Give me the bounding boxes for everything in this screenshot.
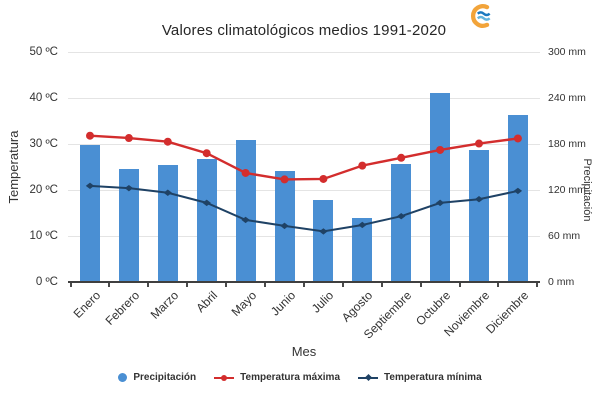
x-axis-tick (380, 283, 383, 287)
x-tick-label-abril: Abril (192, 288, 220, 316)
point-temperatura-maxima-agosto[interactable] (358, 161, 367, 170)
point-temperatura-maxima-noviembre[interactable] (475, 139, 483, 148)
bar-julio[interactable] (313, 199, 334, 282)
point-temperatura-minima-febrero[interactable] (124, 184, 134, 192)
point-temperatura-minima-abril[interactable] (202, 199, 211, 207)
point-temperatura-maxima-julio[interactable] (319, 174, 328, 183)
x-axis-tick (108, 283, 111, 287)
legend-item-precipitacion[interactable]: Precipitación (118, 372, 196, 383)
line-series-layer (85, 131, 523, 235)
point-temperatura-maxima-febrero[interactable] (124, 134, 133, 143)
x-axis-tick (186, 283, 189, 287)
y-tick-left-50: 50 ºC (29, 46, 59, 58)
y-tick-right-60: 60 mm (548, 229, 581, 242)
point-temperatura-minima-agosto[interactable] (358, 221, 367, 229)
y-tick-left-40: 40 ºC (29, 92, 59, 104)
x-tick-label-febrero: Febrero (102, 288, 143, 328)
y-tick-right-300: 300 mm (548, 45, 586, 58)
x-tick-label-enero: Enero (70, 288, 104, 321)
x-axis-tick (225, 283, 228, 287)
bar-diciembre[interactable] (507, 114, 528, 282)
point-temperatura-minima-octubre[interactable] (435, 199, 445, 207)
legend-item-temperatura-minima[interactable]: Temperatura mínima (358, 372, 482, 383)
y-tick-right-240: 240 mm (548, 91, 586, 104)
point-temperatura-minima-junio[interactable] (280, 222, 289, 230)
y-tick-right-0: 0 mm (548, 275, 575, 288)
point-temperatura-maxima-septiembre[interactable] (397, 153, 406, 162)
bar-enero[interactable] (80, 144, 100, 282)
y-axis-title-left: Temperatura (6, 130, 21, 204)
max-temp-legend-marker-icon (214, 374, 235, 381)
point-temperatura-minima-enero[interactable] (85, 182, 95, 190)
x-tick-label-julio: Julio (309, 288, 337, 316)
point-temperatura-maxima-enero[interactable] (86, 131, 94, 140)
legend-label: Temperatura mínima (384, 372, 482, 383)
x-tick-label-agosto: Agosto (339, 288, 376, 325)
point-temperatura-maxima-marzo[interactable] (163, 137, 172, 146)
line-temperatura-minima (89, 184, 519, 233)
legend-item-temperatura-maxima[interactable]: Temperatura máxima (214, 372, 340, 383)
gridline-50 (68, 52, 540, 53)
x-axis-tick (69, 283, 72, 287)
legend: Precipitación Temperatura máxima Tempera… (0, 372, 600, 383)
line-temperatura-maxima (89, 134, 519, 181)
x-axis-tick (458, 283, 461, 287)
aemet-logo-icon (470, 4, 491, 28)
bar-octubre[interactable] (430, 93, 451, 282)
x-axis-tick (264, 283, 267, 287)
point-temperatura-maxima-mayo[interactable] (241, 168, 250, 177)
point-temperatura-minima-julio[interactable] (319, 228, 328, 235)
gridline-40 (68, 98, 540, 99)
x-tick-label-junio: Junio (267, 288, 298, 319)
bar-abril[interactable] (196, 159, 217, 282)
y-tick-left-10: 10 ºC (29, 230, 59, 242)
x-axis-title: Mes (291, 344, 317, 359)
legend-label: Precipitación (133, 372, 197, 383)
point-temperatura-maxima-diciembre[interactable] (513, 134, 522, 143)
chart-title: Valores climatológicos medios 1991-2020 (161, 22, 447, 39)
x-axis-tick (497, 283, 500, 287)
bar-mayo[interactable] (235, 140, 256, 282)
point-temperatura-maxima-octubre[interactable] (436, 145, 445, 154)
gridline-10 (68, 236, 540, 237)
x-axis-tick (536, 283, 539, 287)
min-temp-legend-marker-icon (358, 373, 379, 382)
y-tick-left-20: 20 ºC (29, 184, 59, 196)
x-axis-tick (147, 283, 150, 287)
gridline-30 (68, 144, 540, 145)
precipitation-legend-marker-icon (118, 373, 128, 382)
x-axis-tick (341, 283, 344, 287)
x-tick-label-marzo: Marzo (147, 288, 181, 322)
y-tick-left-0: 0 ºC (35, 276, 58, 288)
point-temperatura-maxima-junio[interactable] (280, 175, 289, 184)
x-axis-tick (302, 283, 305, 287)
y-tick-right-120: 120 mm (548, 183, 586, 196)
point-temperatura-minima-mayo[interactable] (241, 216, 250, 224)
bar-noviembre[interactable] (469, 150, 489, 282)
legend-label: Temperatura máxima (240, 372, 341, 383)
point-temperatura-minima-diciembre[interactable] (513, 187, 523, 195)
bar-agosto[interactable] (352, 217, 373, 282)
y-tick-right-180: 180 mm (548, 137, 586, 150)
x-tick-label-mayo: Mayo (228, 288, 259, 319)
plot-area (68, 52, 540, 287)
y-tick-left-30: 30 ºC (29, 138, 59, 150)
x-axis-tick (419, 283, 422, 287)
point-temperatura-minima-marzo[interactable] (163, 189, 172, 196)
x-axis-line (68, 281, 540, 283)
bar-septiembre[interactable] (391, 163, 412, 282)
gridline-20 (68, 190, 540, 191)
point-temperatura-maxima-abril[interactable] (202, 149, 211, 158)
point-temperatura-minima-septiembre[interactable] (397, 213, 406, 220)
bar-febrero[interactable] (118, 168, 139, 282)
point-temperatura-minima-noviembre[interactable] (474, 196, 484, 203)
